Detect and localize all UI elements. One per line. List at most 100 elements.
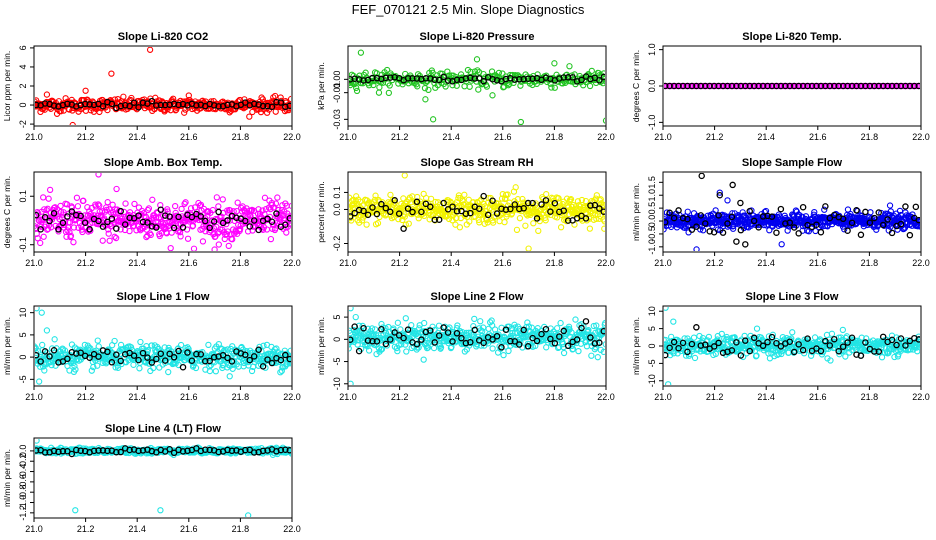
overlay-point: [431, 339, 438, 346]
overlay-point: [404, 75, 412, 82]
overlay-point: [449, 203, 456, 210]
data-point: [543, 191, 550, 198]
overlay-point: [529, 334, 536, 342]
x-tick-label: 22.0: [283, 132, 301, 142]
overlay-point: [369, 74, 376, 82]
data-point: [147, 231, 154, 239]
overlay-point: [524, 343, 532, 350]
data-point: [226, 373, 233, 380]
data-points: [35, 173, 291, 251]
y-tick-label: -0.01: [332, 82, 342, 103]
data-point: [354, 341, 361, 348]
overlay-point: [35, 351, 40, 359]
data-point: [111, 233, 118, 240]
x-tick-label: 21.8: [232, 258, 250, 268]
data-point: [600, 348, 605, 356]
x-tick-label: 21.6: [494, 132, 512, 142]
data-point: [104, 106, 111, 114]
data-point: [600, 216, 605, 223]
overlay-point: [795, 230, 802, 237]
data-point: [145, 205, 153, 212]
outlier-point: [36, 378, 43, 385]
x-tick-label: 21.6: [494, 258, 512, 268]
overlay-point: [462, 210, 470, 217]
data-point: [682, 352, 690, 359]
data-point: [68, 204, 76, 211]
overlay-point: [888, 229, 896, 237]
data-point: [278, 367, 285, 374]
outlier-point: [429, 116, 437, 123]
overlay-point: [578, 76, 585, 84]
overlay-point: [387, 208, 394, 216]
data-point: [274, 194, 281, 201]
data-point: [400, 195, 407, 202]
chart-panel-4: Slope Amb. Box Temp.degrees C per min.21…: [2, 157, 301, 268]
x-tick-label: 21.4: [442, 392, 460, 402]
overlay-point: [179, 363, 187, 371]
overlay-point: [702, 220, 709, 227]
data-point: [593, 322, 600, 329]
overlay-point: [857, 82, 865, 90]
data-point: [386, 82, 393, 89]
overlay-point: [373, 210, 381, 218]
data-point: [358, 217, 366, 224]
y-tick-label: 0: [332, 337, 342, 342]
data-point: [371, 326, 379, 333]
outlier-point: [517, 118, 525, 125]
overlay-point: [387, 336, 394, 343]
data-point: [684, 208, 691, 215]
outlier-point: [670, 318, 677, 325]
overlay-point: [516, 205, 523, 213]
overlay-outlier-point: [737, 199, 744, 207]
data-point: [353, 87, 361, 95]
overlay-point: [759, 213, 767, 220]
overlay-point: [422, 75, 430, 82]
overlay-point: [489, 336, 496, 343]
overlay-point: [684, 348, 691, 356]
overlay-point: [364, 211, 372, 219]
y-tick-label: -10: [647, 374, 657, 387]
overlay-point: [511, 338, 519, 345]
overlay-point: [750, 82, 758, 90]
data-point: [690, 334, 698, 341]
data-point: [537, 214, 544, 221]
overlay-point: [179, 224, 187, 231]
data-point: [67, 232, 75, 240]
overlay-point: [113, 225, 120, 232]
overlay-point: [139, 218, 147, 226]
overlay-point: [826, 342, 834, 349]
y-tick-label: 5: [647, 326, 657, 331]
data-point: [136, 365, 143, 372]
overlay-point: [170, 224, 178, 232]
overlay-point: [750, 217, 758, 225]
overlay-point: [670, 338, 678, 346]
overlay-point: [268, 218, 276, 225]
data-point: [483, 83, 491, 90]
overlay-point: [382, 74, 390, 82]
data-point: [135, 204, 143, 211]
x-tick-label: 21.4: [128, 258, 146, 268]
data-points: [664, 307, 920, 385]
overlay-point: [360, 77, 367, 84]
data-point: [560, 349, 568, 357]
data-point: [403, 348, 410, 355]
x-tick-label: 21.8: [232, 392, 250, 402]
overlay-point: [264, 356, 271, 363]
overlay-point: [768, 333, 776, 341]
overlay-point: [282, 221, 289, 228]
data-points: [664, 82, 920, 90]
plot-frame: [33, 305, 293, 387]
overlay-point: [759, 342, 767, 350]
overlay-point: [242, 351, 249, 359]
y-tick-label: -5: [18, 375, 28, 383]
data-point: [489, 219, 497, 226]
outlier-point: [352, 313, 359, 321]
data-point: [385, 89, 392, 97]
overlay-point: [835, 347, 842, 355]
y-tick-label: -10: [332, 377, 342, 390]
y-tick-label: 1.0: [647, 189, 657, 202]
y-tick-label: -0.2: [332, 236, 342, 252]
overlay-point: [202, 357, 209, 365]
data-point: [601, 218, 605, 225]
